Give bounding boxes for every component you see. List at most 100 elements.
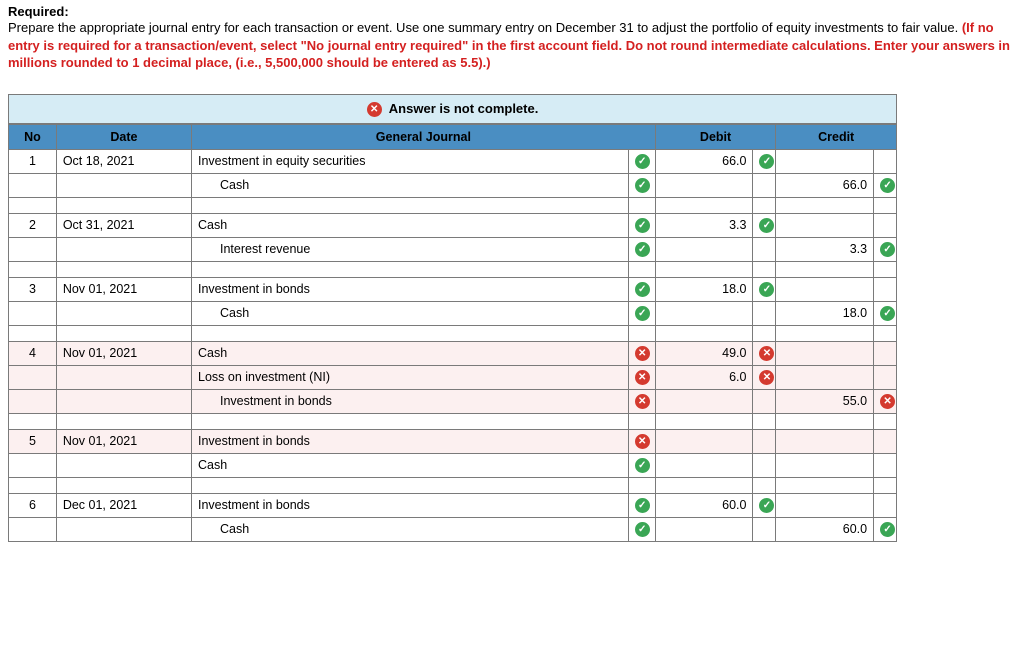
cell-credit[interactable]: 60.0 [776, 517, 874, 541]
cell-debit[interactable]: 3.3 [655, 213, 753, 237]
cell-status: ✓ [628, 173, 655, 197]
cell-status: ✓ [628, 301, 655, 325]
cell-account[interactable]: Investment in bonds [192, 277, 629, 301]
cell-debit[interactable] [655, 453, 753, 477]
col-credit: Credit [776, 124, 897, 149]
cell-account[interactable]: Investment in bonds [192, 429, 629, 453]
cell-status: ✕ [628, 389, 655, 413]
cell-account[interactable]: Cash [192, 517, 629, 541]
check-icon: ✓ [880, 306, 895, 321]
spacer-row [9, 325, 897, 341]
banner-text: Answer is not complete. [389, 101, 539, 116]
cell-account[interactable]: Investment in equity securities [192, 149, 629, 173]
cell-credit[interactable]: 18.0 [776, 301, 874, 325]
table-row: Cash✓ [9, 453, 897, 477]
spacer-row [9, 477, 897, 493]
cell-no: 2 [9, 213, 57, 237]
cell-status: ✕ [628, 365, 655, 389]
table-row: 2Oct 31, 2021Cash✓3.3✓ [9, 213, 897, 237]
table-row: Cash ✓ 18.0 ✓ [9, 301, 897, 325]
cell-account[interactable]: Cash [192, 301, 629, 325]
cell-date: Nov 01, 2021 [56, 277, 191, 301]
cell-credit-status [874, 365, 897, 389]
cell-debit-status: ✕ [753, 365, 776, 389]
cell-account[interactable]: Loss on investment (NI) [192, 365, 629, 389]
table-row: Investment in bonds✕55.0✕ [9, 389, 897, 413]
cell-debit[interactable] [655, 301, 753, 325]
cell-credit[interactable]: 3.3 [776, 237, 874, 261]
cell-account[interactable]: Cash [192, 453, 629, 477]
cell-credit[interactable] [776, 493, 874, 517]
cell-credit[interactable]: 55.0 [776, 389, 874, 413]
cell-credit[interactable] [776, 341, 874, 365]
table-row: 6Dec 01, 2021Investment in bonds✓60.0✓ [9, 493, 897, 517]
cell-status: ✓ [628, 517, 655, 541]
cell-no [9, 453, 57, 477]
cell-debit[interactable]: 60.0 [655, 493, 753, 517]
check-icon: ✓ [880, 242, 895, 257]
cell-debit[interactable]: 49.0 [655, 341, 753, 365]
cell-debit[interactable]: 6.0 [655, 365, 753, 389]
cell-date [56, 453, 191, 477]
cell-account[interactable]: Cash [192, 213, 629, 237]
cell-account[interactable]: Investment in bonds [192, 389, 629, 413]
cell-debit[interactable] [655, 237, 753, 261]
cell-credit[interactable] [776, 213, 874, 237]
cell-debit-status: ✓ [753, 149, 776, 173]
cell-no [9, 237, 57, 261]
check-icon: ✓ [635, 306, 650, 321]
cell-status: ✕ [628, 341, 655, 365]
cell-no [9, 389, 57, 413]
check-icon: ✓ [880, 522, 895, 537]
cell-date: Nov 01, 2021 [56, 341, 191, 365]
cell-date [56, 237, 191, 261]
cell-credit[interactable] [776, 149, 874, 173]
cell-date: Oct 31, 2021 [56, 213, 191, 237]
cell-debit-status: ✕ [753, 341, 776, 365]
cell-no: 1 [9, 149, 57, 173]
cell-credit-status: ✓ [874, 301, 897, 325]
cell-debit-status [753, 301, 776, 325]
cell-status: ✓ [628, 213, 655, 237]
check-icon: ✓ [759, 154, 774, 169]
table-row: Loss on investment (NI)✕6.0✕ [9, 365, 897, 389]
check-icon: ✓ [635, 522, 650, 537]
cell-credit[interactable]: 66.0 [776, 173, 874, 197]
col-no: No [9, 124, 57, 149]
cell-credit-status: ✓ [874, 173, 897, 197]
cell-no [9, 173, 57, 197]
cell-credit[interactable] [776, 453, 874, 477]
required-label: Required: [8, 4, 1016, 19]
journal-table: No Date General Journal Debit Credit 1Oc… [8, 124, 897, 542]
spacer-row [9, 197, 897, 213]
cell-debit[interactable] [655, 389, 753, 413]
cell-account[interactable]: Cash [192, 173, 629, 197]
cell-credit-status [874, 493, 897, 517]
cell-account[interactable]: Cash [192, 341, 629, 365]
cell-debit[interactable]: 66.0 [655, 149, 753, 173]
cell-debit[interactable] [655, 517, 753, 541]
table-row: 4Nov 01, 2021Cash✕49.0✕ [9, 341, 897, 365]
cell-debit-status [753, 453, 776, 477]
cell-debit[interactable]: 18.0 [655, 277, 753, 301]
cell-no [9, 301, 57, 325]
cell-status: ✓ [628, 277, 655, 301]
cell-account[interactable]: Interest revenue [192, 237, 629, 261]
cell-debit-status [753, 429, 776, 453]
cross-icon: ✕ [635, 346, 650, 361]
cell-debit[interactable] [655, 173, 753, 197]
cell-credit-status [874, 453, 897, 477]
cell-no: 4 [9, 341, 57, 365]
cell-debit[interactable] [655, 429, 753, 453]
cross-icon: ✕ [635, 394, 650, 409]
check-icon: ✓ [635, 154, 650, 169]
cell-credit[interactable] [776, 365, 874, 389]
check-icon: ✓ [880, 178, 895, 193]
cell-credit[interactable] [776, 429, 874, 453]
cell-account[interactable]: Investment in bonds [192, 493, 629, 517]
cell-credit-status [874, 149, 897, 173]
check-icon: ✓ [635, 282, 650, 297]
col-debit: Debit [655, 124, 776, 149]
cell-credit[interactable] [776, 277, 874, 301]
table-row: 5Nov 01, 2021Investment in bonds✕ [9, 429, 897, 453]
